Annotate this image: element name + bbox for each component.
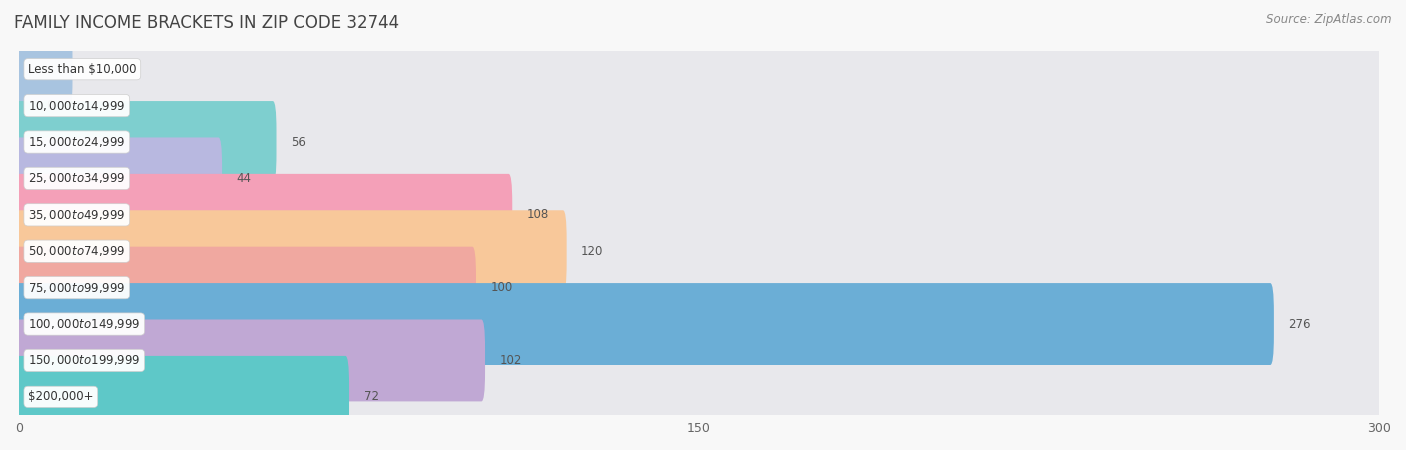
FancyBboxPatch shape (15, 356, 349, 438)
FancyBboxPatch shape (15, 137, 1382, 220)
Text: Less than $10,000: Less than $10,000 (28, 63, 136, 76)
Text: 276: 276 (1288, 318, 1310, 331)
FancyBboxPatch shape (15, 174, 1382, 256)
Bar (20, 51, 1379, 87)
FancyBboxPatch shape (15, 101, 277, 183)
Text: $25,000 to $34,999: $25,000 to $34,999 (28, 171, 125, 185)
Text: 11: 11 (87, 63, 103, 76)
FancyBboxPatch shape (15, 210, 1382, 292)
Text: $10,000 to $14,999: $10,000 to $14,999 (28, 99, 125, 112)
Bar (20, 342, 1379, 378)
FancyBboxPatch shape (15, 137, 222, 220)
FancyBboxPatch shape (15, 320, 485, 401)
Text: $50,000 to $74,999: $50,000 to $74,999 (28, 244, 125, 258)
Bar (20, 270, 1379, 306)
FancyBboxPatch shape (15, 210, 567, 292)
FancyBboxPatch shape (15, 247, 1382, 328)
FancyBboxPatch shape (15, 65, 1382, 147)
Text: 108: 108 (527, 208, 548, 221)
Bar (20, 306, 1379, 342)
Text: $200,000+: $200,000+ (28, 390, 94, 403)
Text: 100: 100 (491, 281, 513, 294)
Text: $100,000 to $149,999: $100,000 to $149,999 (28, 317, 141, 331)
FancyBboxPatch shape (15, 320, 1382, 401)
Bar (20, 233, 1379, 270)
FancyBboxPatch shape (15, 101, 1382, 183)
Text: 0: 0 (46, 99, 53, 112)
FancyBboxPatch shape (15, 283, 1382, 365)
Bar (20, 124, 1379, 160)
Bar (20, 378, 1379, 415)
Bar (20, 197, 1379, 233)
Text: $150,000 to $199,999: $150,000 to $199,999 (28, 353, 141, 368)
Text: 102: 102 (499, 354, 522, 367)
Text: $75,000 to $99,999: $75,000 to $99,999 (28, 281, 125, 295)
Text: FAMILY INCOME BRACKETS IN ZIP CODE 32744: FAMILY INCOME BRACKETS IN ZIP CODE 32744 (14, 14, 399, 32)
Text: 56: 56 (291, 135, 307, 148)
Text: 44: 44 (236, 172, 252, 185)
Bar (20, 160, 1379, 197)
Text: Source: ZipAtlas.com: Source: ZipAtlas.com (1267, 14, 1392, 27)
FancyBboxPatch shape (15, 247, 477, 328)
Bar (20, 87, 1379, 124)
FancyBboxPatch shape (15, 28, 1382, 110)
FancyBboxPatch shape (15, 174, 512, 256)
Text: $35,000 to $49,999: $35,000 to $49,999 (28, 208, 125, 222)
FancyBboxPatch shape (15, 283, 1274, 365)
FancyBboxPatch shape (15, 28, 73, 110)
Text: 120: 120 (581, 245, 603, 258)
FancyBboxPatch shape (15, 356, 1382, 438)
Text: $15,000 to $24,999: $15,000 to $24,999 (28, 135, 125, 149)
Text: 72: 72 (364, 390, 378, 403)
